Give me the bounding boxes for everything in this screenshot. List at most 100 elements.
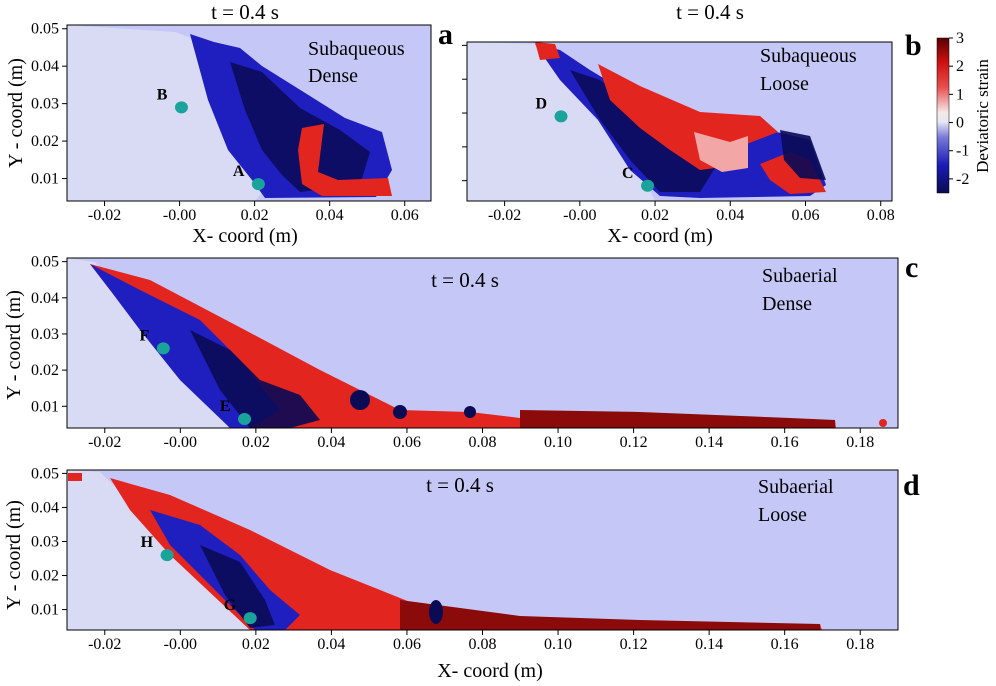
panel-b-heatmap: [467, 42, 892, 201]
panel-d-x-label: X- coord (m): [437, 660, 543, 682]
panel-c-y-tick-label: 0.04: [31, 290, 59, 307]
panel-d-light-region: [67, 470, 250, 630]
panel-a-y-tick-label: 0.02: [31, 133, 59, 150]
panel-d-x-tick-label: 0.06: [393, 636, 421, 653]
panel-d-condition: Subaerial Loose: [758, 476, 839, 526]
panel-a-y-tick-label: 0.01: [31, 171, 59, 188]
panel-a-red-zone: [298, 124, 392, 196]
colorbar-ticks: 3 2 1 0 -1 -2: [949, 30, 969, 188]
panel-c-x-tick-label: -0.00: [164, 434, 197, 451]
colorbar-tick-label: 2: [956, 58, 964, 75]
panel-a-x-tick-label: -0.00: [163, 207, 196, 224]
panel-c-dark-blue-zone: [190, 330, 320, 428]
panel-c-x-tick-label: -0.02: [88, 434, 121, 451]
point-marker-g: [243, 612, 257, 625]
panel-c-dark-red-runout: [520, 410, 835, 428]
panel-a-y-ticks: 0.01 0.02 0.03 0.04 0.05: [31, 21, 67, 188]
panel-a-x-tick-label: 0.04: [316, 207, 344, 224]
panel-d-y-tick-label: 0.05: [31, 465, 59, 482]
panel-b-y-ticks: [462, 44, 467, 182]
panel-d-red-zone: [110, 478, 822, 630]
panel-b-letter: b: [905, 29, 922, 62]
panel-a-y-tick-label: 0.03: [31, 96, 59, 113]
panel-a-letter: a: [438, 18, 453, 51]
panel-b-condition: Subaqueous Loose: [760, 45, 862, 95]
point-label-b: B: [157, 86, 168, 103]
panel-c-y-ticks: 0.01 0.02 0.03 0.04 0.05: [31, 254, 67, 415]
panel-c-blob-2: [393, 405, 407, 419]
panel-d-y-tick-label: 0.03: [31, 533, 59, 550]
panel-a-points: BA: [157, 86, 265, 191]
panel-d-blob-1: [429, 600, 443, 624]
panel-d-x-tick-label: 0.12: [620, 636, 648, 653]
panel-d-y-label: Y - coord (m): [3, 500, 25, 610]
panel-d-dark-blue-zone: [200, 545, 275, 628]
panel-b-x-label: X- coord (m): [607, 225, 713, 247]
panel-c-x-tick-label: 0.18: [846, 434, 874, 451]
panel-c-x-tick-label: 0.16: [771, 434, 799, 451]
colorbar-tick-label: 1: [956, 86, 964, 103]
panel-d-blob-2: [68, 473, 82, 481]
panel-d: t = 0.4 s Subaerial Loose HG -0.02 -0.00 0…: [3, 465, 920, 682]
panel-d-x-tick-label: 0.10: [544, 636, 572, 653]
panel-a-x-tick-label: 0.06: [391, 207, 419, 224]
panel-d-y-tick-label: 0.01: [31, 602, 59, 619]
panel-b-plot-frame: [466, 41, 893, 202]
panel-d-x-tick-label: 0.02: [242, 636, 270, 653]
panel-c-blob-3: [464, 406, 476, 418]
point-marker-h: [160, 549, 174, 562]
point-marker-d: [554, 110, 568, 123]
panel-c-y-tick-label: 0.05: [31, 254, 59, 271]
panel-b-dark-toe: [780, 130, 826, 180]
panel-a-title: t = 0.4 s: [211, 0, 279, 24]
panel-d-x-tick-label: 0.14: [695, 636, 723, 653]
panel-b-pink-zone: [694, 132, 748, 172]
panel-d-x-tick-label: -0.00: [164, 636, 197, 653]
panel-c-x-tick-label: 0.12: [620, 434, 648, 451]
panel-b-title: t = 0.4 s: [676, 0, 744, 24]
panel-a-y-tick-label: 0.05: [31, 21, 59, 38]
panel-d-x-tick-label: 0.04: [317, 636, 345, 653]
panel-b-red-top: [535, 42, 560, 60]
panel-d-title: t = 0.4 s: [426, 473, 494, 497]
panel-c-y-tick-label: 0.03: [31, 326, 59, 343]
point-marker-e: [238, 412, 252, 425]
panel-d-x-tick-label: 0.08: [469, 636, 497, 653]
panel-a-y-label: Y - coord (m): [5, 58, 27, 168]
panel-c-letter: c: [905, 251, 918, 284]
panel-b-x-tick-label: 0.06: [791, 207, 819, 224]
panel-c-x-tick-label: 0.08: [469, 434, 497, 451]
panel-d-x-tick-label: 0.16: [771, 636, 799, 653]
panel-d-y-tick-label: 0.02: [31, 568, 59, 585]
panel-b-x-tick-label: 0.04: [716, 207, 744, 224]
panel-b: t = 0.4 s Subaqueous Loose DC -0.02 -0.00…: [462, 0, 922, 247]
point-label-g: G: [224, 597, 237, 614]
colorbar-label: Deviatoric strain: [973, 59, 992, 173]
panel-b-x-tick-label: 0.08: [867, 207, 895, 224]
colorbar: 3 2 1 0 -1 -2 Deviatoric strain: [936, 30, 992, 194]
panel-c-blob-1: [350, 390, 370, 410]
panel-d-dark-red-runout: [400, 600, 820, 630]
colorbar-gradient: [936, 37, 950, 194]
panel-d-x-tick-label: -0.02: [88, 636, 121, 653]
colorbar-tick-label: 0: [956, 115, 964, 132]
point-marker-b: [174, 101, 188, 114]
panel-c: t = 0.4 s Subaerial Dense FE -0.02 -0.00 0…: [3, 251, 918, 451]
point-label-e: E: [220, 398, 231, 415]
panel-d-y-ticks: 0.01 0.02 0.03 0.04 0.05: [31, 465, 67, 619]
panel-b-points: DC: [535, 95, 655, 192]
colorbar-tick-label: 3: [956, 30, 964, 47]
panel-d-points: HG: [141, 534, 257, 625]
panel-c-x-tick-label: 0.02: [242, 434, 270, 451]
panel-a-dark-blue-zone: [230, 62, 370, 192]
panel-c-title: t = 0.4 s: [431, 268, 499, 292]
panel-d-x-ticks: -0.02 -0.00 0.02 0.04 0.06 0.08 0.10 0.12 0.14 0.…: [88, 630, 874, 653]
colorbar-tick-label: -2: [956, 171, 969, 188]
panel-a-heatmap: [67, 25, 431, 201]
point-label-c: C: [622, 165, 634, 182]
point-marker-a: [251, 178, 265, 191]
panel-c-y-label: Y - coord (m): [3, 290, 25, 400]
panel-d-letter: d: [903, 469, 920, 502]
panel-b-x-tick-label: 0.02: [641, 207, 669, 224]
